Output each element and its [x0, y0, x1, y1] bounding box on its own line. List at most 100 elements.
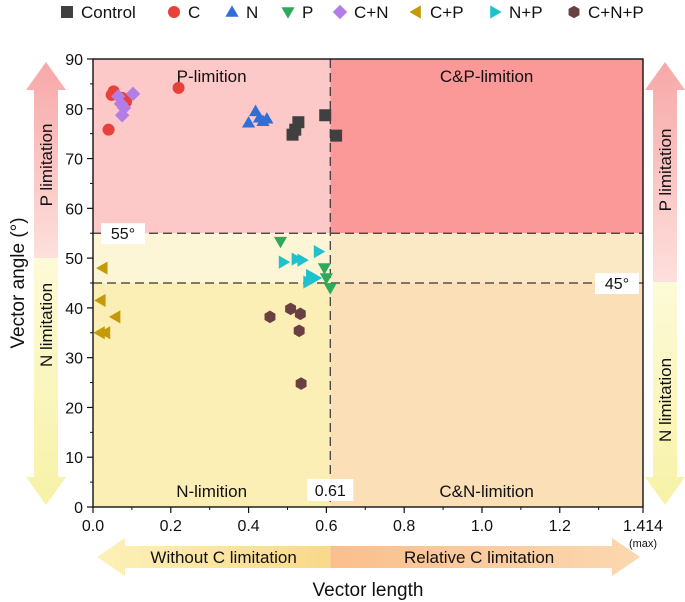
- point-c-n-p-2: [285, 302, 297, 316]
- point-c-1: [102, 123, 115, 136]
- legend-item-c-n: C+N: [332, 3, 388, 22]
- region-label-c-n-limition: C&N-limition: [439, 482, 533, 501]
- region-c-n-limition: [330, 283, 643, 507]
- point-n-p-6: [310, 271, 323, 285]
- point-p-2: [317, 263, 332, 275]
- point-n-p-1: [278, 255, 291, 269]
- x-max-note: (max): [629, 538, 657, 550]
- point-n-5: [260, 112, 274, 124]
- point-control-5: [330, 129, 343, 142]
- y-tick-label-90: 90: [65, 52, 83, 69]
- point-n-1: [241, 116, 256, 128]
- series-n: [241, 104, 274, 128]
- x-tick-label-1-414: 1.414: [623, 518, 663, 535]
- point-c-n-p-3: [294, 307, 306, 321]
- bottom-left-arrow-label: Without C limitation: [150, 548, 296, 567]
- series-p: [273, 236, 337, 295]
- point-c-n-5: [125, 86, 141, 102]
- point-n-p-7: [313, 245, 326, 259]
- bottom-right-arrow: [330, 538, 640, 576]
- legend-marker-c: [168, 6, 180, 18]
- x-axis-label: Vector length: [313, 580, 424, 601]
- threshold-label-45: 45°: [605, 276, 629, 293]
- region-label-n-limition: N-limition: [176, 482, 247, 501]
- left-p-limitation-label: P limitation: [37, 124, 56, 207]
- y-tick-label-10: 10: [65, 450, 83, 467]
- point-c-n-p-5: [295, 377, 307, 390]
- left-p-arrow: [26, 62, 66, 259]
- y-tick-label-0: 0: [74, 500, 83, 517]
- threshold-label-x-bg: [307, 479, 354, 501]
- series-c-p: [93, 261, 121, 340]
- series-c-n-p: [264, 302, 307, 390]
- point-c-p-5: [108, 310, 121, 324]
- point-c-n-4: [114, 108, 130, 123]
- x-tick-label-0-2: 0.2: [160, 518, 182, 535]
- y-tick-label-60: 60: [65, 201, 83, 218]
- left-n-arrow: [26, 258, 66, 505]
- x-tick-label-1-0: 1.0: [471, 518, 493, 535]
- point-p-4: [323, 283, 337, 295]
- y-axis-label: Vector angle (°): [8, 217, 29, 348]
- bottom-right-arrow-label: Relative C limitation: [404, 548, 554, 567]
- legend-label-c-p: C+P: [430, 3, 464, 22]
- region-label-c-p-limition: C&P-limition: [440, 67, 534, 86]
- legend-item-control: Control: [61, 3, 136, 22]
- region-labels: P-limition C&P-limition N-limition C&N-limi…: [176, 67, 534, 501]
- region-label-p-limition: P-limition: [177, 67, 247, 86]
- y-tick-label-40: 40: [65, 301, 83, 318]
- region-n-limition: [93, 283, 331, 507]
- threshold-label-55: 55°: [111, 226, 135, 243]
- point-control-4: [319, 109, 332, 122]
- legend-label-control: Control: [81, 3, 136, 22]
- right-p-arrow: [645, 62, 685, 282]
- series-n-p: [278, 245, 326, 289]
- right-n-limitation-label: N limitation: [656, 358, 675, 442]
- point-c-p-1: [96, 261, 108, 275]
- legend-label-n: N: [246, 3, 258, 22]
- legend-marker-c-p: [409, 5, 421, 19]
- legend-item-c: C: [168, 3, 200, 22]
- threshold-label-55-bg: [101, 223, 145, 245]
- y-tick-label-50: 50: [65, 251, 83, 268]
- point-c-n-3: [116, 100, 132, 115]
- x-tick-label-0-4: 0.4: [237, 518, 259, 535]
- bottom-left-arrow: [97, 538, 331, 576]
- series-c-n: [111, 86, 141, 123]
- limitation-regions: [93, 59, 643, 507]
- point-c-n-p-4: [293, 324, 305, 338]
- point-n-p-2: [291, 252, 304, 266]
- point-n-p-3: [297, 253, 309, 267]
- point-c-p-2: [94, 293, 106, 308]
- y-tick-label-70: 70: [65, 152, 83, 169]
- bottom-arrows: Without C limitation Relative C limitatio…: [97, 538, 640, 576]
- y-tick-label-80: 80: [65, 102, 83, 119]
- right-p-limitation-label: P limitation: [656, 129, 675, 212]
- y-tick-label-20: 20: [65, 400, 83, 417]
- x-tick-label-1-2: 1.2: [549, 518, 571, 535]
- left-n-limitation-label: N limitation: [37, 283, 56, 367]
- point-c-n-p-1: [264, 310, 276, 324]
- legend-label-c-n-p: C+N+P: [588, 3, 644, 22]
- legend-marker-c-n-p: [568, 5, 580, 19]
- legend-item-n: N: [225, 3, 258, 22]
- point-c-6: [172, 81, 185, 94]
- legend-item-c-n-p: C+N+P: [568, 3, 644, 22]
- legend-marker-n: [225, 5, 239, 17]
- threshold-label-45-bg: [595, 273, 639, 294]
- right-n-arrow: [645, 282, 685, 505]
- x-tick-label-0-6: 0.6: [315, 518, 337, 535]
- side-arrows: P limitation N limitation P limitation N li…: [26, 62, 685, 505]
- legend-label-c-n: C+N: [354, 3, 388, 22]
- legend-marker-n-p: [490, 5, 502, 19]
- legend-marker-control: [61, 6, 73, 18]
- series-control: [286, 109, 343, 142]
- legend-marker-p: [281, 7, 295, 19]
- legend-item-p: P: [281, 3, 313, 22]
- axes: 0 10 20 30 40 50 60 70 80 90 0.0 0.2 0.4 0.6 0.8 1.0 1.2…: [8, 52, 663, 601]
- legend-item-n-p: N+P: [490, 3, 543, 22]
- legend: Control C N P C+N C+P N+P C+N+P: [61, 3, 644, 22]
- y-tick-label-30: 30: [65, 351, 83, 368]
- legend-label-c: C: [188, 3, 200, 22]
